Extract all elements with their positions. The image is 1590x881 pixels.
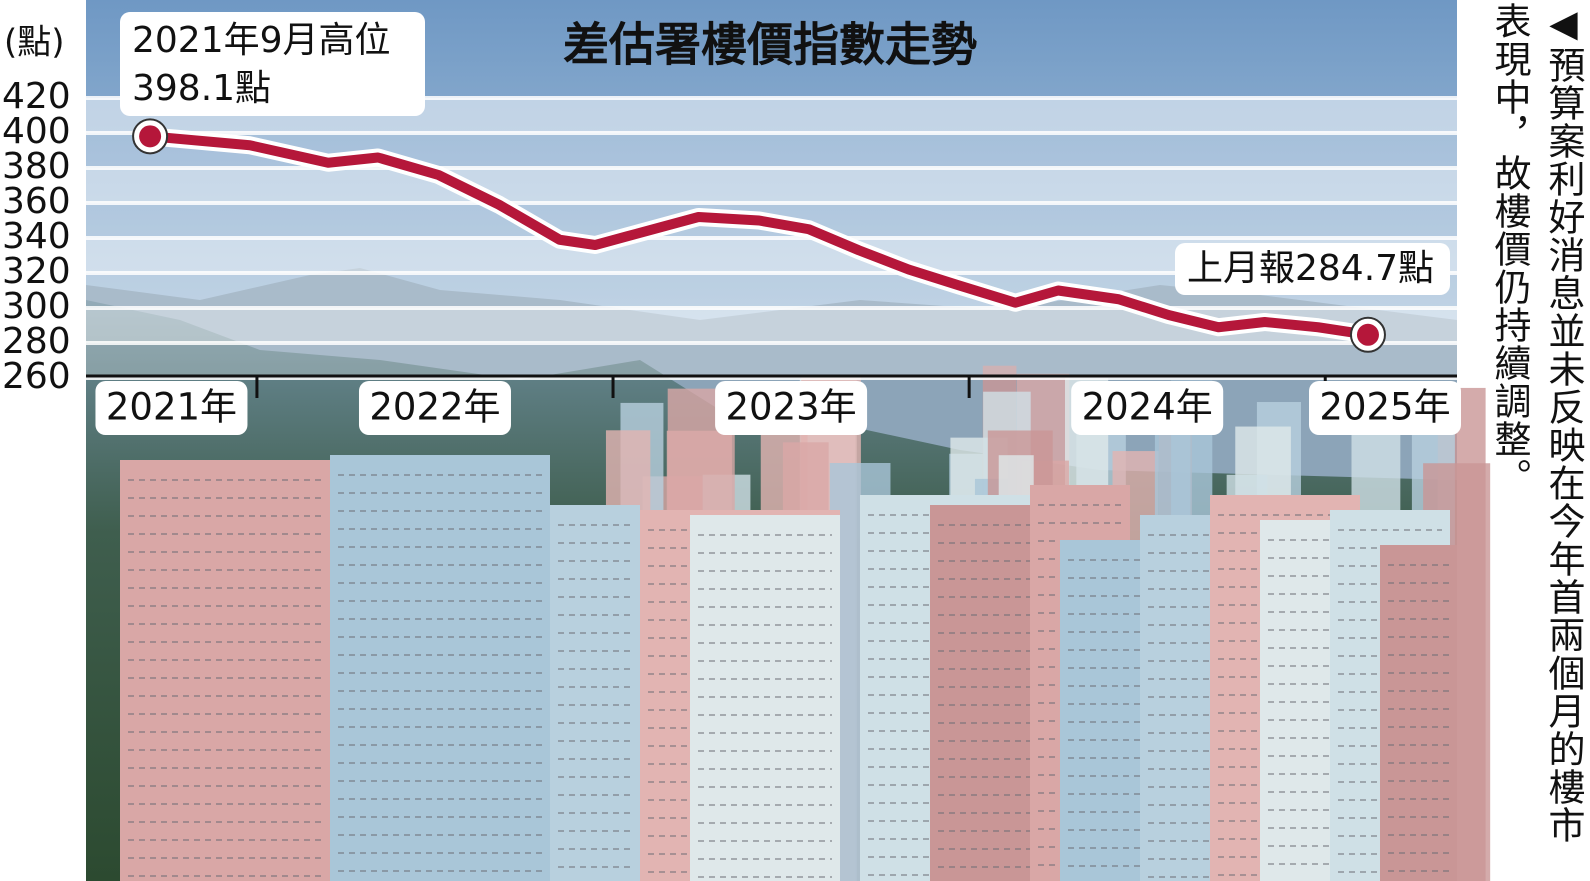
y-tick-label: 340	[2, 216, 71, 257]
x-label-box	[1071, 381, 1224, 435]
grid	[86, 96, 1457, 380]
point	[139, 125, 162, 148]
caption: ◀預算案利好消息並未反映在今年首兩個月的樓市 表現中，故樓價仍持續調整。	[1474, 2, 1590, 881]
building	[330, 455, 550, 881]
y-tick-label: 300	[2, 286, 71, 327]
x-tick-label: 2021年	[106, 386, 237, 429]
x-label-box	[95, 381, 248, 435]
caption-line: 表現中，故樓價仍持續調整。	[1488, 2, 1531, 496]
building	[550, 505, 640, 881]
x-tick-label: 2023年	[725, 386, 856, 429]
annotation: 398.1點	[132, 68, 271, 109]
point	[1356, 323, 1379, 346]
annotation-box	[1175, 243, 1450, 295]
x-label-box	[1309, 381, 1461, 435]
annotation: 上月報284.7點	[1187, 248, 1434, 289]
building	[1380, 545, 1457, 881]
y-tick-label: 420	[2, 76, 71, 117]
annotation-box	[120, 12, 425, 116]
chart-title: 差估署樓價指數走勢	[563, 18, 977, 72]
y-tick-label: 260	[2, 356, 71, 397]
x-label-box	[715, 381, 868, 435]
y-axis-unit: (點)	[4, 23, 65, 63]
building	[930, 505, 1040, 881]
y-tick-label: 280	[2, 321, 71, 362]
x-tick-label: 2025年	[1319, 386, 1450, 429]
y-tick-label: 360	[2, 181, 71, 222]
x-label-box	[358, 381, 511, 435]
y-tick-label: 380	[2, 146, 71, 187]
y-tick-label: 320	[2, 251, 71, 292]
grid-band	[86, 168, 1457, 203]
line	[145, 131, 1373, 340]
x-tick-label: 2024年	[1082, 386, 1213, 429]
buildings	[120, 365, 1491, 881]
caption-line: ◀預算案利好消息並未反映在今年首兩個月的樓市	[1542, 2, 1585, 844]
annotation: 2021年9月高位	[132, 20, 391, 61]
building	[120, 460, 330, 881]
x-tick-label: 2022年	[369, 386, 500, 429]
grid-band	[86, 343, 1457, 378]
y-tick-label: 400	[2, 111, 71, 152]
